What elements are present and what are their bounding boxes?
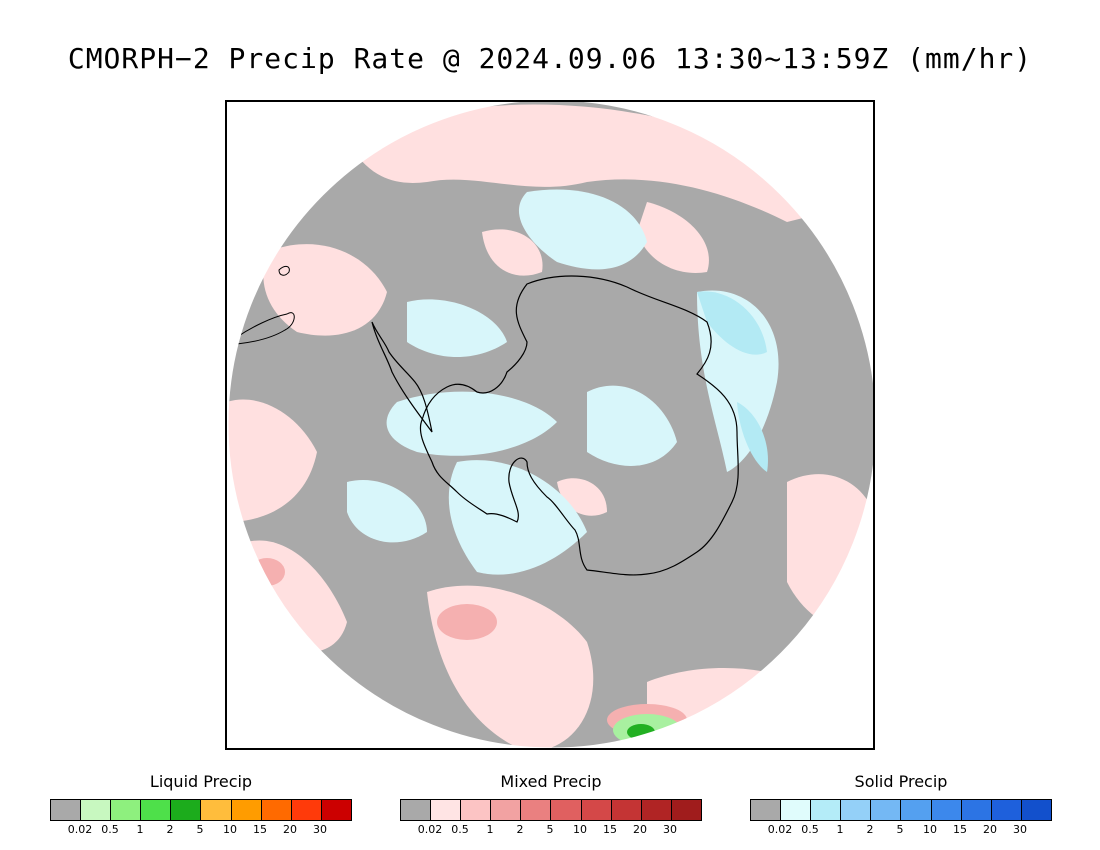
- legend-mixed-title: Mixed Precip: [500, 772, 602, 791]
- tick-label: 5: [896, 823, 904, 836]
- falkland-islands: [278, 265, 290, 276]
- legend-liquid-swatches: [50, 799, 352, 821]
- swatch: [1021, 800, 1051, 820]
- antarctic-peninsula: [371, 321, 433, 433]
- tick-label: 0.02: [767, 823, 793, 836]
- south-america-tip: [236, 312, 295, 345]
- swatch: [431, 800, 462, 820]
- tick-label: 20: [283, 823, 297, 836]
- map-title: CMORPH−2 Precip Rate @ 2024.09.06 13:30~…: [67, 42, 1033, 75]
- swatch: [321, 800, 351, 820]
- tick-label: 30: [313, 823, 327, 836]
- swatch: [491, 800, 522, 820]
- tick-label: 2: [516, 823, 524, 836]
- tick-label: 1: [486, 823, 494, 836]
- legend-mixed-ticks: 0.02 0.5 1 2 5 10 15 20 30: [400, 823, 702, 837]
- tick-label: 20: [983, 823, 997, 836]
- tick-label: 20: [633, 823, 647, 836]
- tick-label: 15: [253, 823, 267, 836]
- swatch: [231, 800, 262, 820]
- swatch: [781, 800, 812, 820]
- tick-label: 1: [836, 823, 844, 836]
- solid-precip-areas: [347, 189, 779, 575]
- legend-solid-ticks: 0.02 0.5 1 2 5 10 15 20 30: [750, 823, 1052, 837]
- polar-map: [225, 100, 875, 750]
- swatch: [521, 800, 552, 820]
- tick-label: 5: [196, 823, 204, 836]
- tick-label: 2: [166, 823, 174, 836]
- legend-solid: Solid Precip 0.02 0.5 1 2 5 10 15 20 30: [750, 772, 1052, 837]
- swatch: [611, 800, 642, 820]
- swatch: [401, 800, 432, 820]
- legend-solid-swatches: [750, 799, 1052, 821]
- swatch: [641, 800, 672, 820]
- legend-liquid: Liquid Precip 0.02 0.5 1 2 5 10 15 20 30: [50, 772, 352, 837]
- swatch: [671, 800, 701, 820]
- tick-label: 15: [603, 823, 617, 836]
- tick-label: 2: [866, 823, 874, 836]
- tick-label: 10: [223, 823, 237, 836]
- tick-label: 0.02: [417, 823, 443, 836]
- tick-label: 1: [136, 823, 144, 836]
- swatch: [81, 800, 112, 820]
- tick-label: 5: [546, 823, 554, 836]
- swatch: [141, 800, 172, 820]
- swatch: [901, 800, 932, 820]
- swatch: [961, 800, 992, 820]
- swatch: [991, 800, 1022, 820]
- swatch: [51, 800, 82, 820]
- swatch: [871, 800, 902, 820]
- solid-precip-mid: [697, 291, 768, 472]
- swatch: [751, 800, 782, 820]
- swatch: [841, 800, 872, 820]
- swatch: [581, 800, 612, 820]
- swatch: [171, 800, 202, 820]
- legend-liquid-title: Liquid Precip: [149, 772, 253, 791]
- swatch: [261, 800, 292, 820]
- swatch: [291, 800, 322, 820]
- legend-mixed-swatches: [400, 799, 702, 821]
- swatch: [931, 800, 962, 820]
- tick-label: 0.5: [451, 823, 469, 836]
- swatch: [201, 800, 232, 820]
- swatch: [111, 800, 142, 820]
- tick-label: 30: [663, 823, 677, 836]
- legend-solid-title: Solid Precip: [854, 772, 948, 791]
- tick-label: 10: [573, 823, 587, 836]
- legend-liquid-ticks: 0.02 0.5 1 2 5 10 15 20 30: [50, 823, 352, 837]
- tick-label: 0.5: [101, 823, 119, 836]
- tick-label: 30: [1013, 823, 1027, 836]
- tick-label: 10: [923, 823, 937, 836]
- tick-label: 0.02: [67, 823, 93, 836]
- tick-label: 0.5: [801, 823, 819, 836]
- swatch: [461, 800, 492, 820]
- swatch: [811, 800, 842, 820]
- tick-label: 15: [953, 823, 967, 836]
- swatch: [551, 800, 582, 820]
- legend-mixed: Mixed Precip 0.02 0.5 1 2 5 10 15 20 30: [400, 772, 702, 837]
- antarctica-coastline: [419, 275, 739, 576]
- precip-map-svg: [227, 102, 873, 748]
